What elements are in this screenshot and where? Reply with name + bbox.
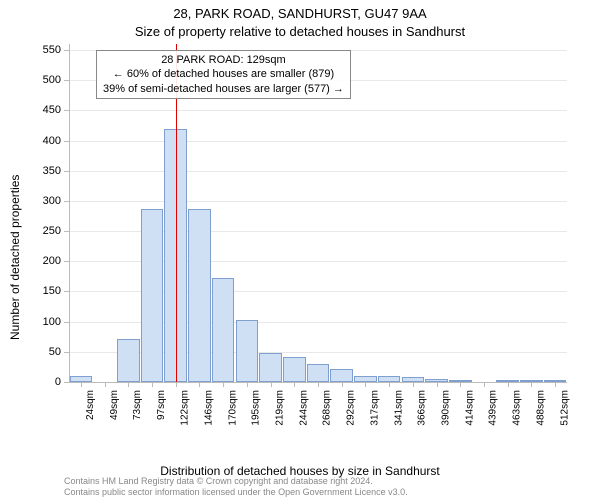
x-tick xyxy=(484,382,485,387)
y-axis-line xyxy=(69,44,70,382)
x-tick-label: 24sqm xyxy=(85,390,96,420)
x-tick-label: 268sqm xyxy=(322,390,333,426)
histogram-bar xyxy=(188,209,211,382)
x-tick xyxy=(389,382,390,387)
x-tick xyxy=(437,382,438,387)
gridline-h xyxy=(69,110,567,111)
x-tick xyxy=(531,382,532,387)
x-tick-label: 390sqm xyxy=(441,390,452,426)
histogram-bar xyxy=(259,353,282,382)
x-tick xyxy=(247,382,248,387)
x-tick xyxy=(555,382,556,387)
x-tick xyxy=(81,382,82,387)
x-tick xyxy=(318,382,319,387)
x-tick-label: 292sqm xyxy=(346,390,357,426)
info-box-larger: 39% of semi-detached houses are larger (… xyxy=(103,82,344,96)
gridline-h xyxy=(69,201,567,202)
info-box: 28 PARK ROAD: 129sqm← 60% of detached ho… xyxy=(96,50,351,99)
histogram-bar xyxy=(117,339,140,382)
x-tick xyxy=(413,382,414,387)
x-tick-label: 97sqm xyxy=(156,390,167,420)
footer-line2: Contains public sector information licen… xyxy=(64,487,590,498)
x-tick xyxy=(105,382,106,387)
histogram-bar xyxy=(236,320,259,382)
plot-area: 05010015020025030035040045050055024sqm49… xyxy=(64,44,574,424)
gridline-h xyxy=(69,171,567,172)
histogram-bar xyxy=(212,278,235,382)
histogram-bar xyxy=(330,369,353,382)
x-tick xyxy=(460,382,461,387)
histogram-bar xyxy=(141,209,164,382)
histogram-bar xyxy=(307,364,330,382)
x-tick-label: 341sqm xyxy=(393,390,404,426)
y-tick-label: 200 xyxy=(11,255,61,267)
x-tick-label: 122sqm xyxy=(180,390,191,426)
title-address: 28, PARK ROAD, SANDHURST, GU47 9AA xyxy=(0,6,600,21)
histogram-bar xyxy=(283,357,306,382)
x-tick xyxy=(365,382,366,387)
x-tick-label: 49sqm xyxy=(109,390,120,420)
y-tick-label: 400 xyxy=(11,135,61,147)
y-tick-label: 50 xyxy=(11,346,61,358)
title-subtitle: Size of property relative to detached ho… xyxy=(0,24,600,39)
x-tick-label: 73sqm xyxy=(132,390,143,420)
y-tick-label: 250 xyxy=(11,225,61,237)
x-tick-label: 366sqm xyxy=(417,390,428,426)
x-tick xyxy=(176,382,177,387)
info-box-title: 28 PARK ROAD: 129sqm xyxy=(103,53,344,67)
x-tick-label: 317sqm xyxy=(369,390,380,426)
y-tick-label: 0 xyxy=(11,376,61,388)
x-tick-label: 244sqm xyxy=(298,390,309,426)
x-tick-label: 439sqm xyxy=(488,390,499,426)
y-tick-label: 350 xyxy=(11,165,61,177)
gridline-h xyxy=(69,141,567,142)
chart-container: 28, PARK ROAD, SANDHURST, GU47 9AA Size … xyxy=(0,0,600,500)
x-tick-label: 146sqm xyxy=(203,390,214,426)
footer-line1: Contains HM Land Registry data © Crown c… xyxy=(64,476,590,487)
x-tick xyxy=(199,382,200,387)
y-tick-label: 450 xyxy=(11,104,61,116)
y-tick-label: 150 xyxy=(11,285,61,297)
x-tick-label: 512sqm xyxy=(559,390,570,426)
x-tick xyxy=(152,382,153,387)
y-tick-label: 550 xyxy=(11,44,61,56)
info-box-smaller: ← 60% of detached houses are smaller (87… xyxy=(103,67,344,81)
x-tick-label: 488sqm xyxy=(535,390,546,426)
y-tick-label: 100 xyxy=(11,316,61,328)
x-tick-label: 195sqm xyxy=(251,390,262,426)
x-tick xyxy=(342,382,343,387)
x-tick-label: 463sqm xyxy=(512,390,523,426)
x-tick xyxy=(223,382,224,387)
x-tick xyxy=(128,382,129,387)
x-tick-label: 170sqm xyxy=(227,390,238,426)
x-tick-label: 219sqm xyxy=(275,390,286,426)
footer-attribution: Contains HM Land Registry data © Crown c… xyxy=(64,476,590,498)
x-tick-label: 414sqm xyxy=(464,390,475,426)
x-tick xyxy=(294,382,295,387)
x-tick xyxy=(271,382,272,387)
x-tick xyxy=(508,382,509,387)
y-tick-label: 300 xyxy=(11,195,61,207)
y-tick-label: 500 xyxy=(11,74,61,86)
